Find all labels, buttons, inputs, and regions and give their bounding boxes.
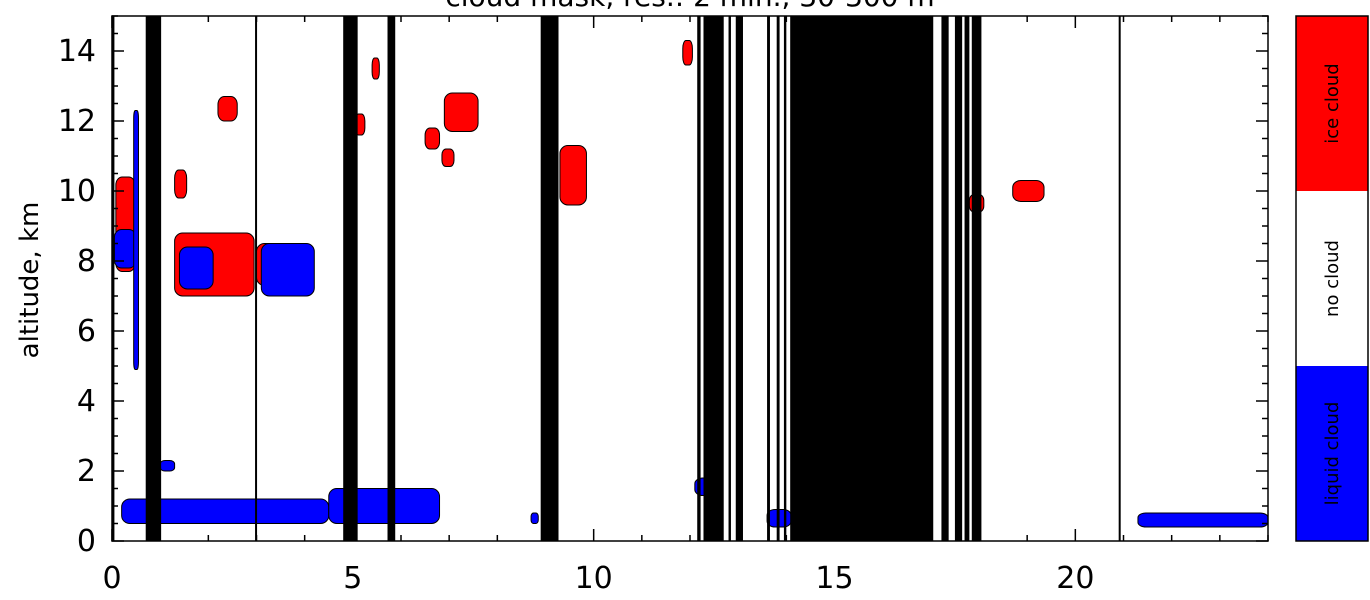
ice-cloud-region: [371, 57, 380, 80]
liquid-cloud-region: [1137, 512, 1268, 528]
x-tick-label: 0: [102, 561, 121, 596]
plot-area: 0 5 10 15 20 0 2 4 6 8 10 12 14: [58, 15, 1269, 596]
no-data-band: [790, 16, 934, 541]
y-tick-label: 12: [58, 104, 96, 139]
no-data-band: [783, 16, 787, 541]
x-tick-label: 5: [343, 561, 362, 596]
liquid-cloud-region: [178, 246, 214, 290]
liquid-cloud-region: [260, 243, 315, 297]
liquid-cloud-region: [530, 512, 539, 524]
y-tick-label: 2: [77, 454, 96, 489]
liquid-cloud-region: [133, 110, 139, 370]
colorbar: liquid cloud no cloud ice cloud: [1295, 15, 1369, 542]
chart-title: cloud mask, res.: 2 min., 30-300 m: [445, 0, 934, 13]
no-data-band: [971, 16, 982, 541]
no-data-band: [964, 16, 970, 541]
ice-cloud-region: [424, 127, 441, 150]
liquid-cloud-region: [159, 460, 176, 472]
no-data-band: [941, 16, 949, 541]
x-tick-label: 15: [815, 561, 853, 596]
no-data-band: [540, 16, 559, 541]
no-data-band: [954, 16, 963, 541]
no-data-band: [735, 16, 743, 541]
ice-cloud-region: [443, 92, 479, 132]
colorbar-label: ice cloud: [1322, 63, 1343, 143]
no-data-band: [728, 16, 731, 541]
no-data-band: [1118, 16, 1121, 541]
no-data-band: [776, 16, 780, 541]
colorbar-segment: [1296, 191, 1368, 366]
y-tick-label: 0: [77, 524, 96, 559]
no-data-band: [255, 16, 258, 541]
no-data-band: [697, 16, 701, 541]
y-axis-label: altitude, km: [15, 202, 45, 359]
y-tick-label: 10: [58, 174, 96, 209]
no-data-band: [387, 16, 396, 541]
no-data-band: [703, 16, 724, 541]
ice-cloud-region: [1012, 180, 1045, 202]
ice-cloud-region: [217, 96, 238, 122]
y-tick-label: 4: [77, 384, 96, 419]
colorbar-frame: [1295, 15, 1369, 542]
y-tick-label: 14: [58, 34, 96, 69]
no-data-band: [145, 16, 162, 541]
ice-cloud-region: [441, 148, 455, 167]
colorbar-segment: [1296, 366, 1368, 541]
y-tick-label: 6: [77, 314, 96, 349]
ice-cloud-region: [682, 40, 693, 66]
liquid-cloud-region: [113, 229, 137, 269]
x-tick-label: 20: [1056, 561, 1094, 596]
colorbar-label: no cloud: [1322, 240, 1343, 317]
colorbar-segment: [1296, 16, 1368, 191]
no-data-band: [343, 16, 358, 541]
x-tick-label: 10: [575, 561, 613, 596]
colorbar-label: liquid cloud: [1322, 402, 1343, 506]
plot-marks: [112, 16, 1268, 541]
no-data-band: [767, 16, 770, 541]
ice-cloud-region: [174, 169, 188, 199]
ice-cloud-region: [559, 145, 587, 206]
y-tick-label: 8: [77, 244, 96, 279]
